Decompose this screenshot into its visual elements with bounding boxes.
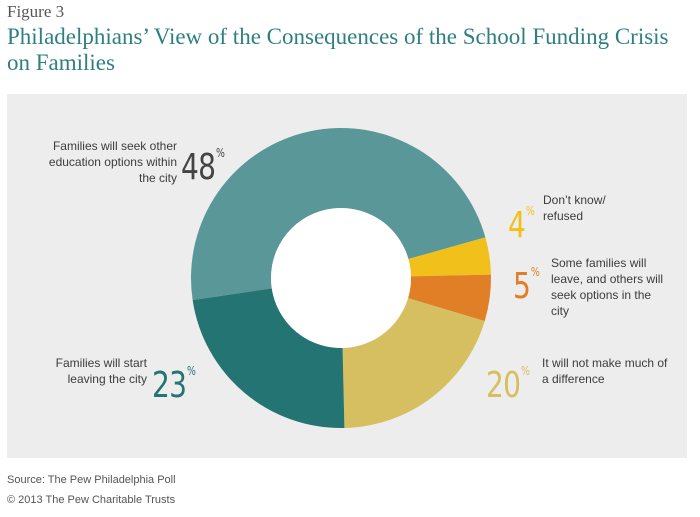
label-start-leaving-pct: 23%: [152, 353, 196, 404]
pct-value: 23: [152, 365, 187, 406]
label-no-difference-pct: 20%: [486, 353, 530, 404]
slice-no-difference: [342, 298, 485, 428]
pct-value: 48: [181, 147, 216, 188]
donut-chart: [190, 127, 492, 428]
pct-value: 4: [508, 205, 526, 246]
copyright-note: © 2013 The Pew Charitable Trusts: [7, 494, 176, 506]
slice-seek-options: [190, 127, 486, 301]
slice-dont-know: [408, 237, 491, 277]
label-start-leaving-text: Families will start leaving the city: [55, 356, 147, 386]
source-note: Source: The Pew Philadelphia Poll: [7, 474, 176, 486]
pct-symbol: %: [520, 364, 530, 378]
label-seek-options-pct: 48%: [181, 135, 225, 186]
pct-value: 20: [486, 365, 521, 406]
pct-symbol: %: [530, 265, 540, 279]
slice-leave-and-seek: [408, 274, 492, 322]
figure-label: Figure 3: [7, 2, 65, 21]
pct-symbol: %: [215, 146, 225, 160]
label-no-difference-text: It will not make much of a difference: [542, 356, 668, 386]
chart-panel: Families will seek other education optio…: [7, 94, 687, 458]
pct-value: 5: [513, 266, 531, 307]
slice-start-leaving: [192, 288, 345, 428]
pct-symbol: %: [525, 204, 535, 218]
donut-hole: [271, 208, 411, 348]
pct-symbol: %: [186, 364, 196, 378]
label-leave-and-seek-pct: 5%: [513, 254, 540, 305]
label-dont-know-text: Don’t know/ refused: [543, 193, 606, 223]
label-leave-and-seek-text: Some families will leave, and others wil…: [551, 256, 664, 318]
label-seek-options-text: Families will seek other education optio…: [48, 139, 177, 185]
chart-title: Philadelphians’ View of the Consequences…: [7, 24, 669, 75]
label-dont-know-pct: 4%: [508, 193, 535, 244]
